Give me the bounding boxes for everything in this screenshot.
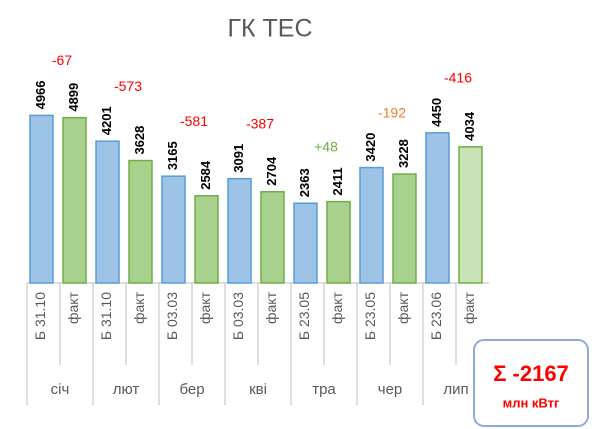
annotation: -387	[246, 115, 274, 131]
value-label: 4450	[429, 98, 444, 127]
value-label: 2584	[198, 160, 213, 190]
category-label: лип	[443, 381, 468, 398]
value-label: 3420	[363, 133, 378, 162]
bar	[29, 114, 54, 284]
annotation: -192	[378, 104, 406, 120]
annotation: +48	[314, 138, 338, 154]
total-value: Σ -2167	[493, 361, 569, 386]
sub-label: Б 03.03	[230, 292, 246, 340]
annotation: -573	[114, 78, 142, 94]
annotation: -416	[444, 70, 472, 86]
bar	[359, 166, 384, 284]
bar	[293, 202, 318, 284]
value-label: 2363	[297, 168, 312, 197]
value-label: 2704	[264, 156, 279, 186]
bar	[260, 190, 285, 284]
sub-label: факт	[131, 291, 147, 324]
category-label: чер	[378, 381, 403, 398]
bar	[194, 195, 219, 284]
total-box	[473, 339, 589, 427]
sub-label: факт	[65, 291, 81, 324]
bar	[62, 116, 87, 284]
value-label: 4966	[33, 80, 48, 109]
category-label: січ	[51, 381, 70, 398]
bar	[128, 159, 153, 284]
value-label: 2411	[330, 167, 345, 195]
annotation: -67	[52, 52, 72, 68]
bar	[425, 132, 450, 284]
annotation: -581	[180, 113, 208, 129]
value-label: 4899	[66, 83, 81, 112]
sub-label: Б 31.10	[32, 292, 48, 340]
sub-label: Б 03.03	[164, 292, 180, 340]
value-label: 3091	[231, 144, 246, 173]
sub-label: Б 23.05	[296, 292, 312, 340]
category-label: лют	[113, 381, 140, 398]
bar	[458, 146, 483, 284]
category-label: бер	[179, 381, 204, 398]
sub-label: Б 31.10	[98, 292, 114, 340]
category-label: кві	[249, 381, 267, 398]
value-label: 4201	[99, 106, 114, 135]
bar	[95, 140, 120, 284]
sub-label: факт	[329, 291, 345, 324]
sub-label: факт	[197, 291, 213, 324]
value-label: 3165	[165, 141, 180, 170]
value-label: 4034	[462, 111, 477, 141]
sub-label: факт	[461, 291, 477, 324]
sub-label: Б 23.05	[362, 292, 378, 340]
bar	[227, 177, 252, 284]
sub-label: факт	[263, 291, 279, 324]
sub-label: факт	[395, 291, 411, 324]
value-label: 3228	[396, 139, 411, 168]
total-unit: млн кВтг	[503, 395, 560, 410]
bar	[392, 173, 417, 284]
sub-label: Б 23.06	[428, 292, 444, 340]
category-label: тра	[312, 381, 336, 398]
bar	[326, 200, 351, 284]
value-label: 3628	[132, 126, 147, 155]
bar	[161, 175, 186, 284]
chart-title: ГК ТЕС	[227, 15, 312, 43]
